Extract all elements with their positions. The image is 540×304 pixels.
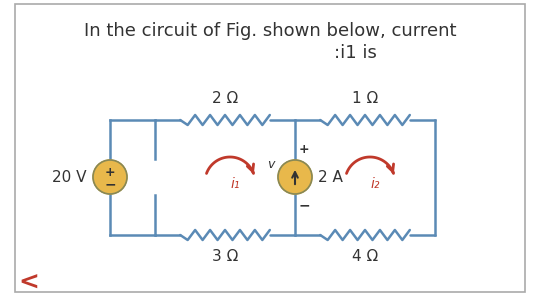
Text: +: + [105,165,116,178]
Text: 20 V: 20 V [51,170,86,185]
Text: <: < [18,271,39,295]
Text: +: + [299,143,309,156]
Circle shape [278,160,312,194]
Text: 2 Ω: 2 Ω [212,91,238,106]
Text: i₂: i₂ [370,177,380,191]
Text: −: − [104,177,116,191]
Text: −: − [299,198,310,212]
Circle shape [93,160,127,194]
Text: 4 Ω: 4 Ω [352,249,378,264]
Text: i₁: i₁ [230,177,240,191]
Text: In the circuit of Fig. shown below, current: In the circuit of Fig. shown below, curr… [84,22,456,40]
Text: 2 A: 2 A [318,170,343,185]
Text: :i1 is: :i1 is [334,44,376,62]
Text: 3 Ω: 3 Ω [212,249,238,264]
Text: v: v [267,157,274,171]
Text: 1 Ω: 1 Ω [352,91,378,106]
